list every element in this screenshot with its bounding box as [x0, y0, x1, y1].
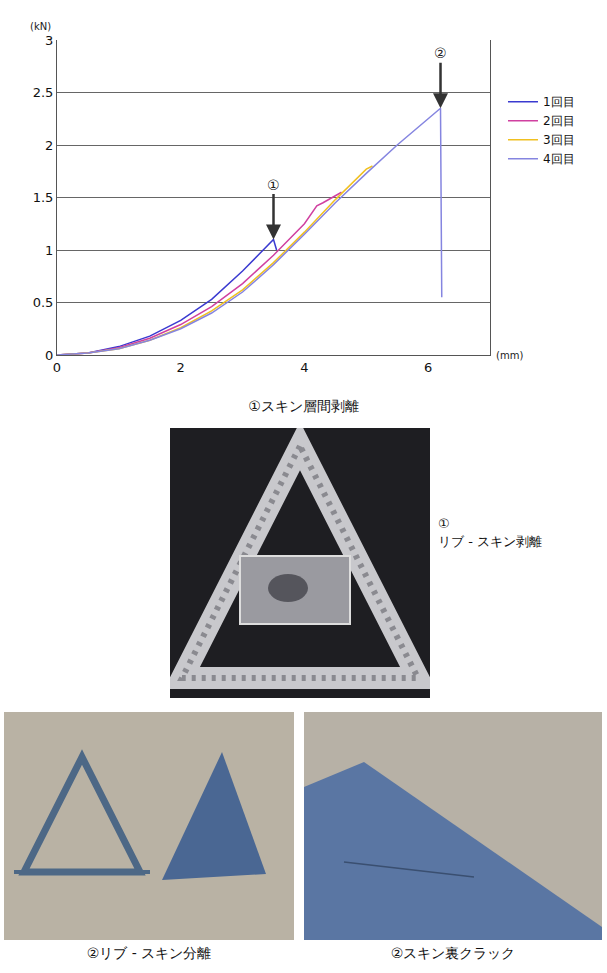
html-text:①スキン層間剥離: ①スキン層間剥離: [248, 398, 359, 414]
svg-text:(mm): (mm): [496, 350, 523, 361]
svg-text:2: 2: [177, 360, 185, 375]
svg-text:3回目: 3回目: [543, 133, 575, 147]
svg-text:0: 0: [45, 348, 53, 363]
svg-text:2回目: 2回目: [543, 114, 575, 128]
svg-text:1回目: 1回目: [543, 95, 575, 109]
svg-text:4回目: 4回目: [543, 152, 575, 166]
html-text:②スキン裏クラック: ②スキン裏クラック: [390, 945, 516, 961]
svg-text:0: 0: [53, 360, 61, 375]
html-text:リブ - スキン剥離: リブ - スキン剥離: [438, 534, 542, 549]
svg-text:②: ②: [434, 45, 447, 61]
html-text:①: ①: [438, 516, 450, 531]
html-text:②リブ - スキン分離: ②リブ - スキン分離: [86, 945, 212, 961]
svg-text:2.5: 2.5: [33, 85, 54, 100]
svg-text:2: 2: [45, 138, 53, 153]
svg-text:3: 3: [45, 33, 53, 48]
svg-text:6: 6: [424, 360, 432, 375]
svg-text:(kN): (kN): [30, 21, 51, 32]
svg-text:1.5: 1.5: [33, 190, 54, 205]
svg-text:1: 1: [45, 243, 53, 258]
svg-text:①: ①: [267, 177, 280, 193]
svg-text:4: 4: [300, 360, 308, 375]
svg-text:0.5: 0.5: [33, 295, 54, 310]
